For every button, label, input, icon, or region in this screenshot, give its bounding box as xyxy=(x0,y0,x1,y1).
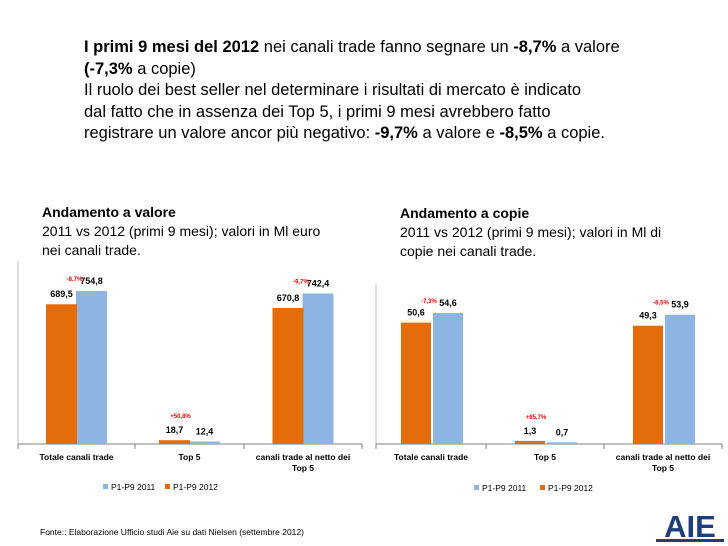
intro-text-span: a copie) xyxy=(132,59,196,78)
intro-text-span: a valore xyxy=(556,38,620,56)
bar-value-label: 670,8 xyxy=(277,293,300,303)
intro-highlight: -9,7% xyxy=(374,124,418,142)
source-note: Fonte:: Elaborazione Ufficio studi Aie s… xyxy=(40,527,304,537)
bar-value-label: 1,3 xyxy=(524,426,537,436)
intro-highlight: I primi 9 mesi del 2012 xyxy=(84,38,260,56)
subtitle-line: 2011 vs 2012 (primi 9 mesi); valori in M… xyxy=(400,224,662,240)
intro-text-span: a valore e xyxy=(417,124,500,142)
chart-subtitle-copie: 2011 vs 2012 (primi 9 mesi); valori in M… xyxy=(400,223,661,261)
legend-swatch xyxy=(540,485,545,490)
category-label: Top 5 xyxy=(178,452,200,462)
change-label: -9,7% xyxy=(293,280,309,286)
intro-line-4: dal fatto che in assenza dei Top 5, i pr… xyxy=(84,102,551,121)
intro-text-span: a copie. xyxy=(542,124,605,142)
legend-label: P1-P9 2011 xyxy=(111,482,156,492)
intro-text-span: registrare un valore ancor più negativo: xyxy=(84,124,375,142)
bar-p1-p9-2011 xyxy=(189,441,220,444)
category-label: Top 5 xyxy=(292,463,314,473)
change-label: -8,5% xyxy=(653,301,669,307)
bar-p1-p9-2011 xyxy=(76,291,107,444)
category-label: canali trade al netto dei xyxy=(256,452,350,462)
bar-value-label: 53,9 xyxy=(671,300,689,310)
chart-subtitle-valore: 2011 vs 2012 (primi 9 mesi); valori in M… xyxy=(42,222,320,260)
legend-swatch xyxy=(103,484,108,489)
aie-logo-text: AIE xyxy=(664,511,716,543)
bar-p1-p9-2012 xyxy=(272,308,304,444)
intro-line-1: I primi 9 mesi del 2012 nei canali trade… xyxy=(84,37,724,59)
bar-p1-p9-2012 xyxy=(46,304,77,444)
bar-p1-p9-2011 xyxy=(433,313,463,444)
bar-value-label: 742,4 xyxy=(307,279,330,289)
intro-line-2: (-7,3% a copie) xyxy=(84,59,724,81)
bar-value-label: 689,5 xyxy=(50,289,73,299)
intro-line-3: Il ruolo dei best seller nel determinare… xyxy=(84,81,582,99)
intro-highlight: -8,5% xyxy=(499,124,543,142)
category-label: canali trade al netto dei xyxy=(616,452,710,462)
change-label: -7,3% xyxy=(421,299,437,305)
aie-logo: AIE xyxy=(656,511,724,543)
subtitle-line: 2011 vs 2012 (primi 9 mesi); valori in M… xyxy=(42,223,321,239)
chart-title-valore: Andamento a valore xyxy=(42,204,176,220)
bar-value-label: 50,6 xyxy=(407,308,425,318)
bar-p1-p9-2012 xyxy=(515,440,545,444)
legend-swatch xyxy=(165,484,170,489)
bar-value-label: 18,7 xyxy=(166,425,184,435)
bar-p1-p9-2012 xyxy=(401,322,431,444)
bar-value-label: 0,7 xyxy=(556,427,569,437)
subtitle-line: nei canali trade. xyxy=(42,242,141,258)
bar-value-label: 49,3 xyxy=(639,311,657,321)
legend-label: P1-P9 2012 xyxy=(173,482,218,492)
chart-title-copie: Andamento a copie xyxy=(400,205,530,221)
change-label: -8,7% xyxy=(67,277,83,283)
bar-value-label: 12,4 xyxy=(196,426,214,436)
intro-line-5: registrare un valore ancor più negativo:… xyxy=(84,123,724,145)
legend-label: P1-P9 2011 xyxy=(482,483,527,493)
category-label: Top 5 xyxy=(652,463,674,473)
bar-p1-p9-2011 xyxy=(665,314,695,444)
bar-p1-p9-2011 xyxy=(547,442,577,444)
category-label: Totale canali trade xyxy=(39,452,113,462)
category-label: Totale canali trade xyxy=(394,452,468,462)
bar-value-label: 54,6 xyxy=(439,298,457,308)
bar-p1-p9-2012 xyxy=(159,440,190,444)
bar-value-label: 754,8 xyxy=(80,276,103,286)
change-label: +50,8% xyxy=(170,414,191,420)
legend-swatch xyxy=(474,485,479,490)
legend-label: P1-P9 2012 xyxy=(548,483,593,493)
change-label: +85,7% xyxy=(526,415,547,421)
intro-highlight: -8,7% xyxy=(513,38,557,56)
intro-highlight: (-7,3% xyxy=(84,59,133,78)
intro-text-span: nei canali trade fanno segnare un xyxy=(259,38,514,56)
bar-p1-p9-2012 xyxy=(633,325,663,444)
bar-p1-p9-2011 xyxy=(302,293,334,444)
subtitle-line: copie nei canali trade. xyxy=(400,243,537,259)
category-label: Top 5 xyxy=(534,452,556,462)
intro-text: I primi 9 mesi del 2012 nei canali trade… xyxy=(84,37,724,145)
